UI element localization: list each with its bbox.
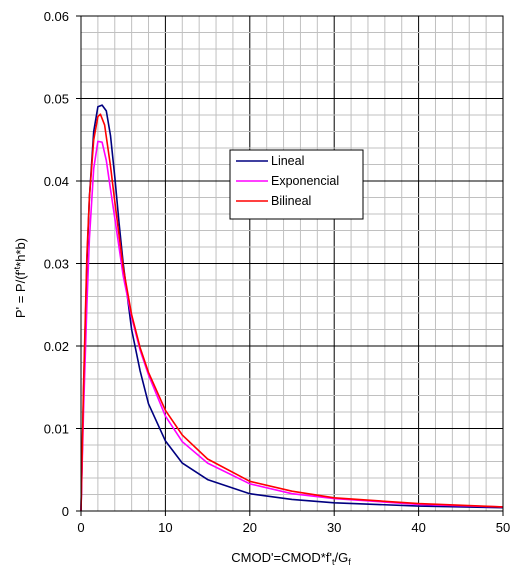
series-lines	[80, 104, 504, 512]
y-tick-label: 0.05	[44, 92, 69, 107]
legend-label-lineal: Lineal	[271, 154, 304, 168]
x-tick-label: 0	[77, 520, 84, 535]
legend: Lineal Exponencial Bilineal	[229, 149, 364, 220]
y-axis-title: P' = P/(f't*h*b)	[12, 238, 28, 318]
x-tick-label: 50	[496, 520, 510, 535]
x-tick-label: 10	[158, 520, 172, 535]
series-line-exponencial	[80, 140, 504, 512]
x-tick-label: 30	[327, 520, 341, 535]
legend-label-bilineal: Bilineal	[271, 194, 311, 208]
y-tick-label: 0	[62, 504, 69, 519]
x-axis-title: CMOD'=CMOD*f't/Gf	[231, 550, 351, 567]
x-tick-label: 20	[243, 520, 257, 535]
y-tick-label: 0.03	[44, 257, 69, 272]
grid	[80, 15, 504, 512]
legend-label-exponencial: Exponencial	[271, 174, 339, 188]
x-axis-ticks: 0 10 20 30 40 50	[77, 511, 510, 535]
y-tick-label: 0.02	[44, 339, 69, 354]
y-tick-label: 0.04	[44, 174, 69, 189]
x-tick-label: 40	[411, 520, 425, 535]
series-line-bilineal	[80, 113, 504, 512]
y-axis-ticks: 0 0.01 0.02 0.03 0.04 0.05 0.06	[44, 9, 81, 519]
y-tick-label: 0.06	[44, 9, 69, 24]
y-tick-label: 0.01	[44, 422, 69, 437]
